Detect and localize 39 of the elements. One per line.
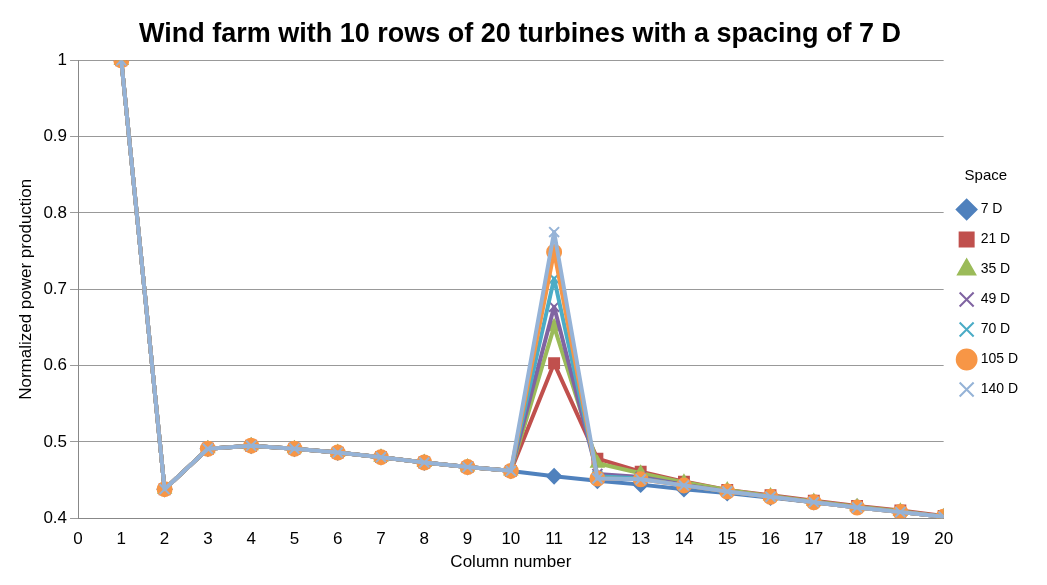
x-tick-label: 8 [419, 529, 430, 549]
y-tick-label: 0.9 [43, 126, 68, 146]
y-tick-label: 0.4 [43, 507, 68, 527]
y-tick-label: 0.7 [43, 278, 68, 298]
x-axis-title: Column number [450, 552, 572, 572]
x-tick-label: 2 [159, 529, 170, 549]
x-tick-label: 11 [545, 529, 563, 549]
chart-title: Wind farm with 10 rows of 20 turbines with a spacing of 7 D [139, 17, 901, 48]
x-tick-label: 20 [934, 529, 954, 549]
legend-label: 140 D [980, 380, 1018, 397]
x-tick-label: 1 [116, 529, 127, 549]
x-tick-label: 13 [631, 529, 651, 549]
x-tick-label: 15 [717, 529, 737, 549]
x-tick-label: 12 [587, 529, 607, 549]
y-tick-label: 1 [57, 50, 68, 70]
x-tick-label: 3 [203, 529, 213, 549]
x-tick-label: 14 [674, 529, 694, 549]
x-tick-label: 9 [462, 529, 473, 549]
x-tick-label: 0 [73, 529, 83, 549]
legend-label: 70 D [980, 320, 1011, 337]
y-tick-label: 0.8 [43, 202, 68, 222]
x-tick-label: 18 [847, 529, 867, 549]
legend-label: 105 D [980, 350, 1018, 367]
y-tick-label: 0.5 [43, 431, 68, 451]
legend-label: 21 D [980, 230, 1011, 247]
x-tick-label: 4 [246, 529, 256, 549]
x-tick-label: 16 [761, 529, 780, 549]
x-tick-label: 6 [332, 529, 343, 549]
y-tick-label: 0.6 [43, 355, 68, 375]
legend-label: 7 D [980, 200, 1003, 217]
x-tick-label: 7 [376, 529, 386, 549]
legend-title: Space [964, 166, 1008, 184]
x-tick-label: 10 [501, 529, 521, 549]
x-tick-label: 5 [289, 529, 300, 549]
legend-label: 35 D [980, 260, 1011, 277]
x-tick-label: 19 [890, 529, 910, 549]
legend-label: 49 D [980, 290, 1011, 307]
y-axis-title: Normalized power production [15, 178, 35, 400]
x-tick-label: 17 [804, 529, 824, 549]
